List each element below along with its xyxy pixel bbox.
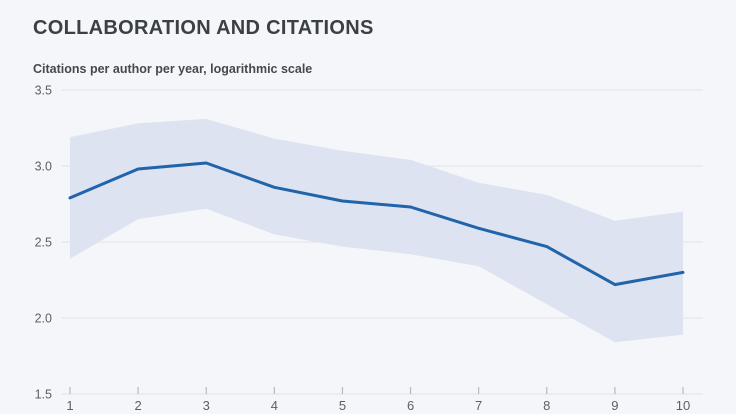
x-axis-tick-label: 3 bbox=[203, 398, 210, 413]
y-axis-tick-label: 2.0 bbox=[35, 312, 52, 326]
y-axis-tick-label: 3.5 bbox=[35, 84, 52, 98]
x-axis-tick-label: 9 bbox=[611, 398, 618, 413]
confidence-band-area bbox=[70, 118, 683, 343]
chart-title: COLLABORATION AND CITATIONS bbox=[33, 17, 374, 39]
y-axis-tick-label: 1.5 bbox=[35, 388, 52, 402]
x-axis-tick-label: 7 bbox=[475, 398, 482, 413]
x-axis-tick-label: 6 bbox=[407, 398, 414, 413]
x-axis-tick-label: 10 bbox=[676, 398, 690, 413]
x-axis-tick-label: 5 bbox=[339, 398, 346, 413]
y-axis-tick-label: 2.5 bbox=[35, 236, 52, 250]
trend-line bbox=[68, 161, 685, 287]
chart-subtitle: Citations per author per year, logarithm… bbox=[33, 62, 313, 76]
y-axis-tick-label: 3.0 bbox=[35, 160, 52, 174]
x-axis-tick-label: 2 bbox=[134, 398, 141, 413]
x-axis-tick-label: 8 bbox=[543, 398, 550, 413]
x-axis-tick-label: 1 bbox=[66, 398, 73, 413]
x-axis-tick-label: 4 bbox=[271, 398, 278, 413]
